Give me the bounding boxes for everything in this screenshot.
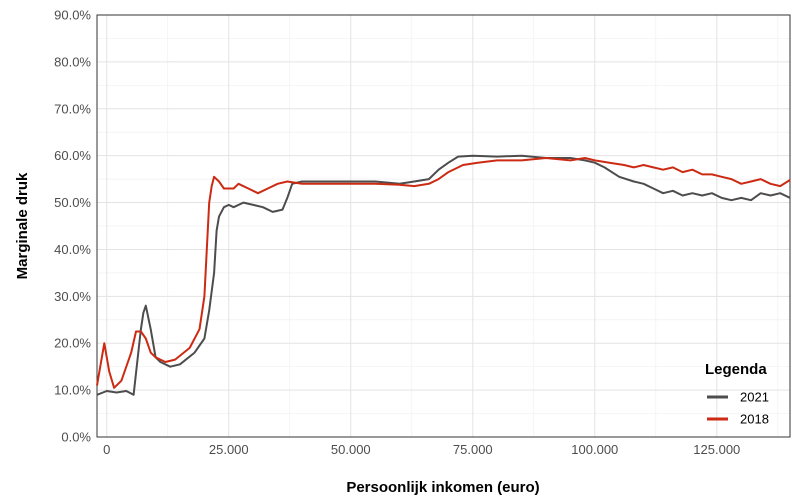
x-tick-label: 100.000	[571, 442, 618, 457]
legend-items: 2021 2018	[707, 390, 769, 427]
x-tick-label: 25.000	[209, 442, 249, 457]
series-lines	[96, 154, 791, 396]
y-tick-label: 70.0%	[54, 101, 91, 116]
plot-border	[96, 14, 791, 438]
legend-label-2021: 2021	[740, 390, 769, 405]
y-tick-label: 30.0%	[54, 289, 91, 304]
y-tick-label: 40.0%	[54, 242, 91, 257]
y-axis-title: Marginale druk	[14, 172, 31, 279]
y-tick-label: 60.0%	[54, 148, 91, 163]
x-tick-labels: 0 25.000 50.000 75.000 100.000 125.000	[103, 442, 740, 457]
legend: Legenda 2021 2018	[705, 361, 769, 427]
x-tick-label: 75.000	[453, 442, 493, 457]
series-line-2021	[96, 154, 791, 396]
y-tick-label: 20.0%	[54, 336, 91, 351]
legend-title: Legenda	[705, 361, 767, 378]
grid-minor	[97, 15, 790, 437]
x-tick-label: 125.000	[693, 442, 740, 457]
x-tick-label: 50.000	[331, 442, 371, 457]
y-tick-label: 50.0%	[54, 195, 91, 210]
y-tick-label: 0.0%	[61, 430, 91, 445]
y-tick-labels: 0.0% 10.0% 20.0% 30.0% 40.0% 50.0% 60.0% 70.0% 8…	[54, 8, 91, 445]
y-tick-label: 90.0%	[54, 8, 91, 23]
series-line-2018	[96, 157, 791, 389]
x-tick-label: 0	[103, 442, 110, 457]
legend-label-2018: 2018	[740, 412, 769, 427]
x-axis-title: Persoonlijk inkomen (euro)	[346, 479, 539, 496]
y-tick-label: 10.0%	[54, 383, 91, 398]
y-tick-label: 80.0%	[54, 54, 91, 69]
